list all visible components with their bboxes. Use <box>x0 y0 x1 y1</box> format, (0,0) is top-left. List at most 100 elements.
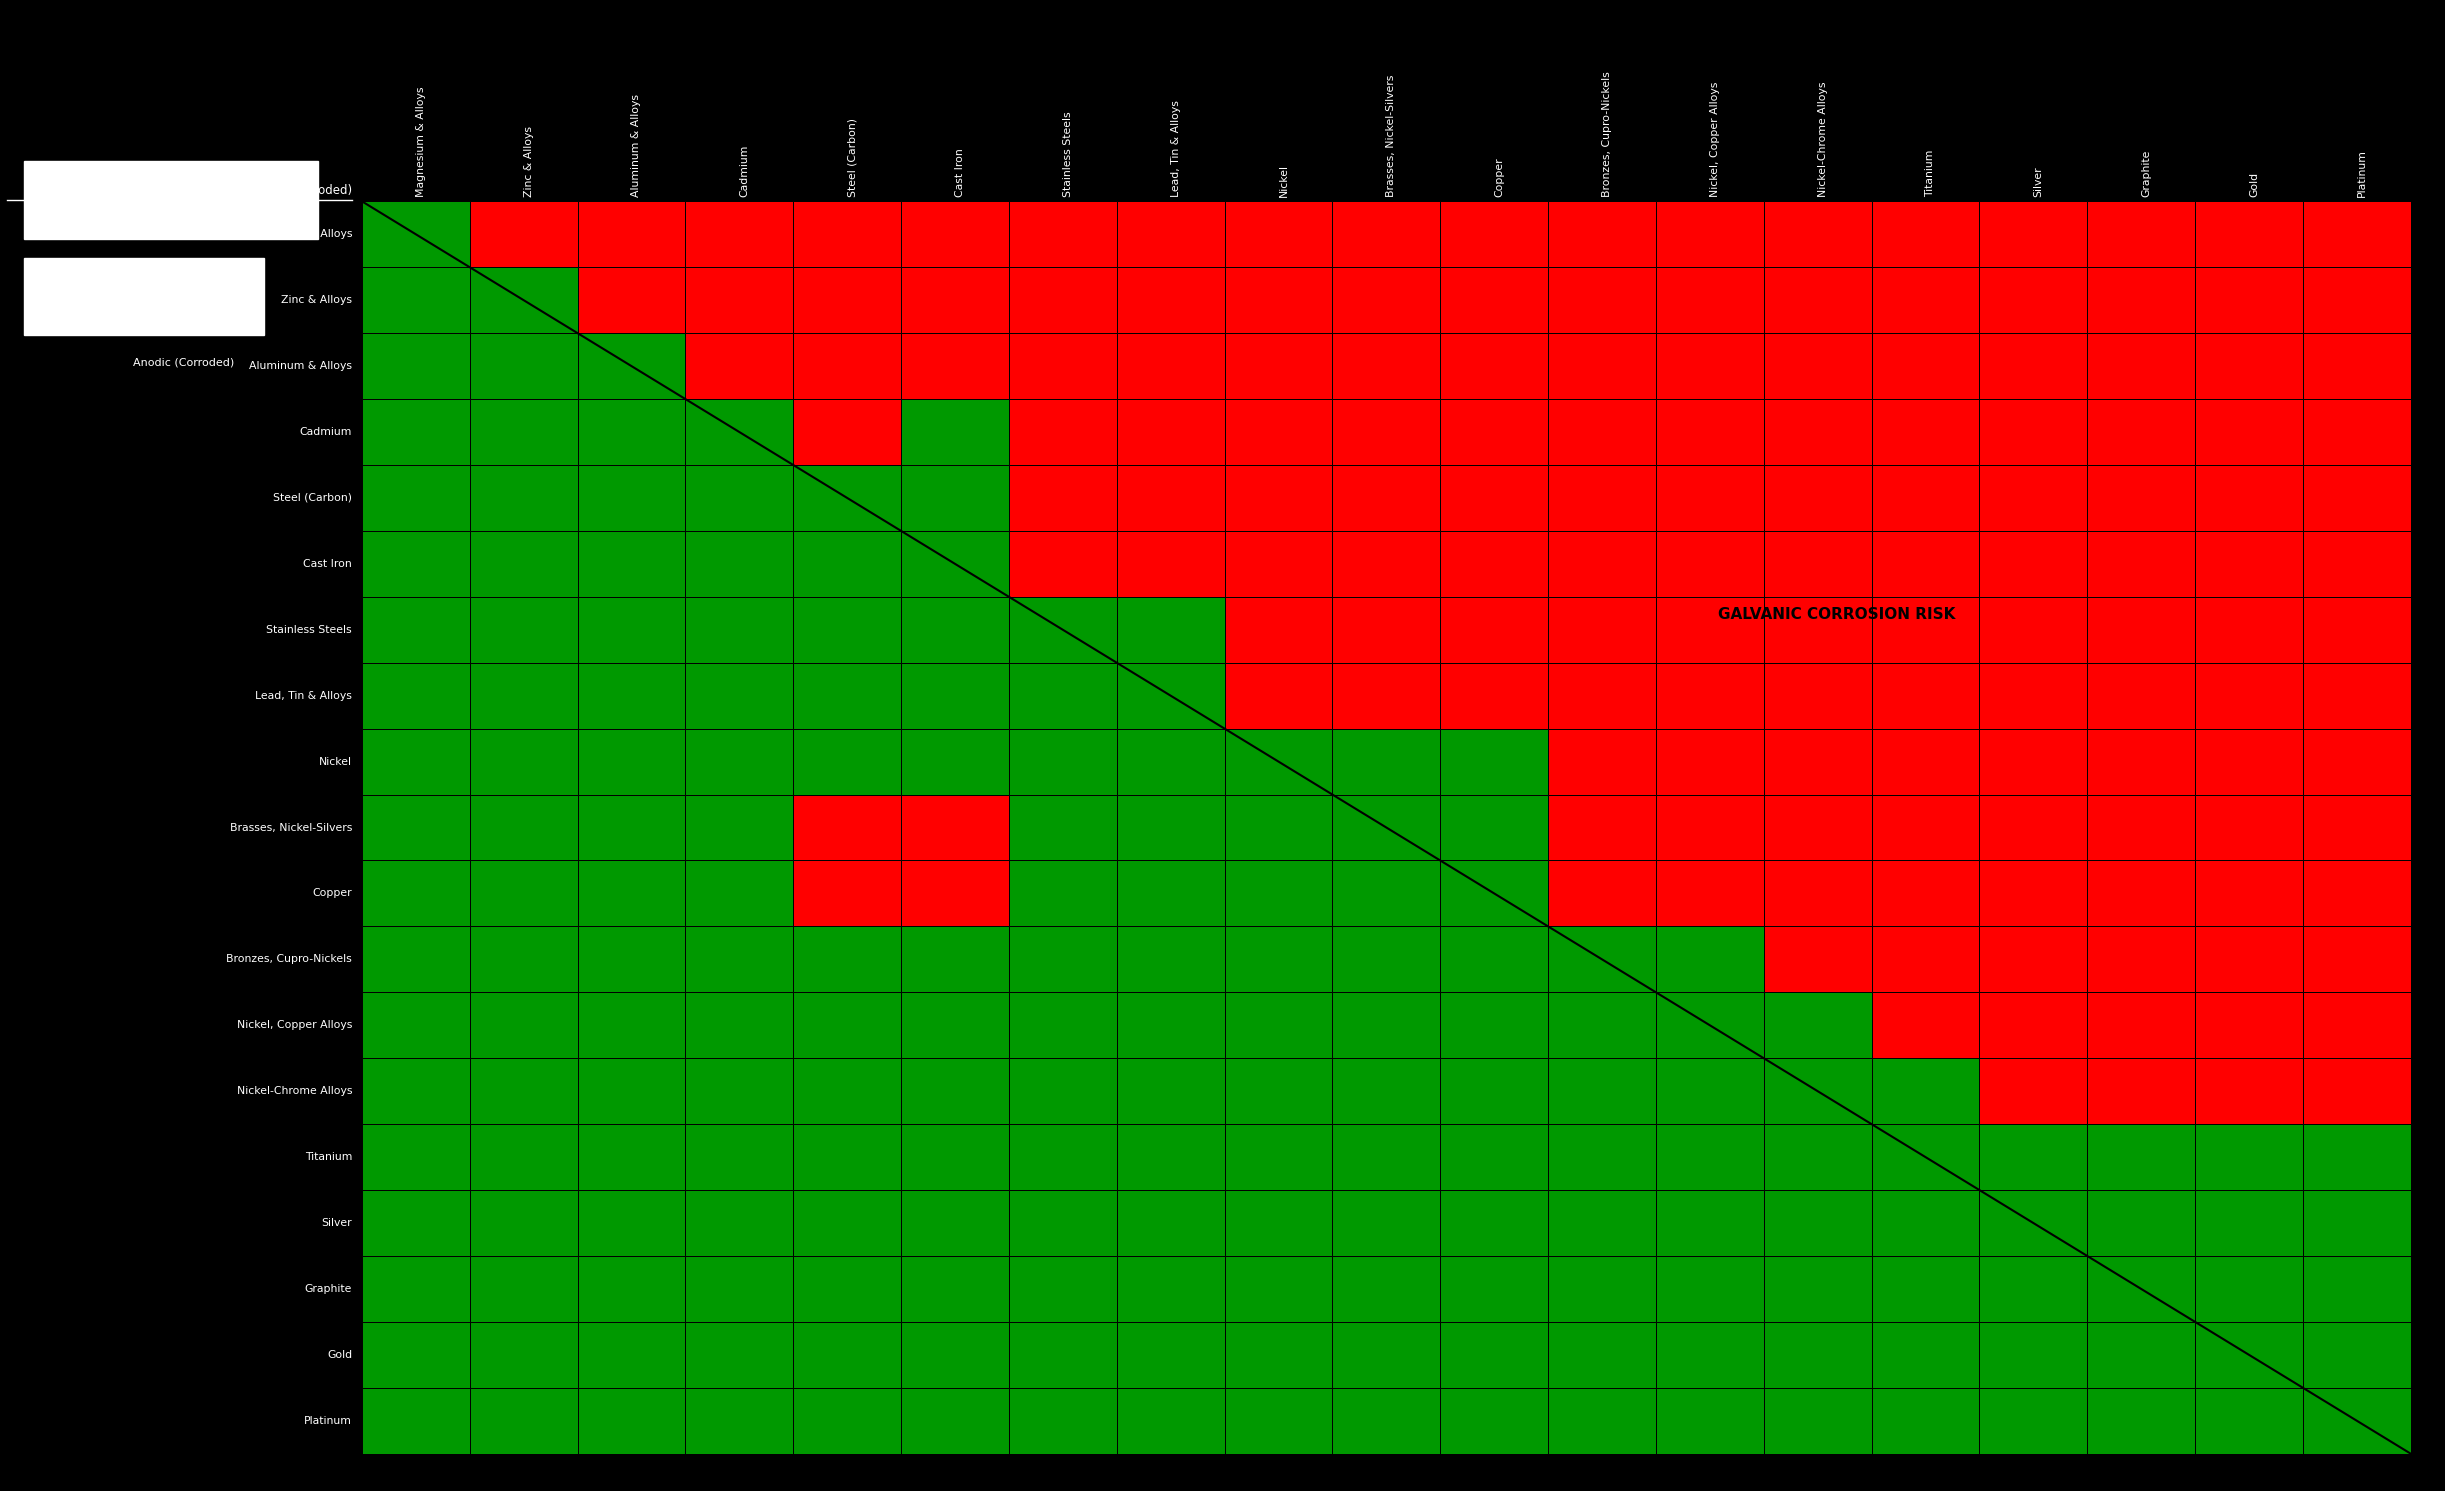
Bar <box>362 400 469 465</box>
Bar <box>1548 729 1655 795</box>
Bar <box>1980 201 2088 267</box>
Bar <box>362 267 469 332</box>
Bar <box>1548 465 1655 531</box>
Bar <box>902 729 1010 795</box>
Bar <box>902 400 1010 465</box>
Bar <box>1117 926 1225 993</box>
Bar <box>1333 860 1440 926</box>
Bar <box>1010 267 1117 332</box>
Bar <box>1655 267 1763 332</box>
Bar <box>1980 662 2088 729</box>
Text: Stainless Steels: Stainless Steels <box>267 625 352 635</box>
Bar <box>1655 1323 1763 1388</box>
Bar <box>902 465 1010 531</box>
Text: Nickel-Chrome Alloys: Nickel-Chrome Alloys <box>237 1085 352 1096</box>
Bar <box>1440 926 1548 993</box>
Bar <box>1763 1190 1870 1255</box>
Bar <box>1548 662 1655 729</box>
Text: Steel (Carbon): Steel (Carbon) <box>846 118 858 197</box>
Bar <box>1763 332 1870 400</box>
Bar <box>2088 1124 2196 1190</box>
Bar <box>1655 531 1763 596</box>
Bar <box>469 1190 577 1255</box>
Bar <box>1980 267 2088 332</box>
Bar <box>1117 795 1225 860</box>
Bar <box>2088 1059 2196 1124</box>
Bar <box>792 1059 902 1124</box>
Bar <box>469 465 577 531</box>
Bar <box>469 531 577 596</box>
Bar <box>362 1190 469 1255</box>
Bar <box>1117 531 1225 596</box>
Text: Graphite: Graphite <box>2142 149 2152 197</box>
Bar <box>577 795 685 860</box>
Bar <box>2303 1323 2411 1388</box>
Bar <box>1870 1124 1980 1190</box>
Bar <box>1763 201 1870 267</box>
Bar <box>792 1190 902 1255</box>
Bar <box>1225 795 1333 860</box>
Bar <box>362 531 469 596</box>
Bar <box>1117 1323 1225 1388</box>
Bar <box>1980 1190 2088 1255</box>
Bar <box>2088 465 2196 531</box>
Bar <box>1010 993 1117 1059</box>
Bar <box>2196 267 2303 332</box>
Bar <box>685 662 792 729</box>
Bar <box>1440 1255 1548 1323</box>
Bar <box>577 1255 685 1323</box>
Bar <box>2088 1190 2196 1255</box>
Bar <box>1440 1323 1548 1388</box>
Bar <box>577 662 685 729</box>
Bar <box>902 267 1010 332</box>
Bar <box>1548 1255 1655 1323</box>
Bar <box>902 1323 1010 1388</box>
Bar <box>2303 729 2411 795</box>
Bar <box>1980 1124 2088 1190</box>
Bar <box>1763 1255 1870 1323</box>
Bar <box>2196 1388 2303 1454</box>
Bar <box>2303 201 2411 267</box>
Bar <box>1333 596 1440 662</box>
Bar <box>902 1190 1010 1255</box>
Bar <box>1870 1059 1980 1124</box>
Bar <box>1763 596 1870 662</box>
Bar <box>1333 1323 1440 1388</box>
Bar <box>469 400 577 465</box>
Text: Lead, Tin & Alloys: Lead, Tin & Alloys <box>254 690 352 701</box>
Bar <box>577 332 685 400</box>
Bar <box>2088 662 2196 729</box>
Text: Nickel, Copper Alloys: Nickel, Copper Alloys <box>237 1020 352 1030</box>
Bar <box>685 465 792 531</box>
Bar <box>577 1190 685 1255</box>
Bar <box>1980 1323 2088 1388</box>
Bar <box>2303 400 2411 465</box>
Bar <box>1440 795 1548 860</box>
Bar <box>1010 1124 1117 1190</box>
Bar <box>1980 1388 2088 1454</box>
Bar <box>792 1124 902 1190</box>
Bar <box>362 795 469 860</box>
Bar <box>1333 1190 1440 1255</box>
Bar <box>1655 926 1763 993</box>
Bar <box>2088 1323 2196 1388</box>
Bar <box>1548 531 1655 596</box>
Bar <box>1655 795 1763 860</box>
Bar <box>1980 1059 2088 1124</box>
Bar <box>1980 926 2088 993</box>
Bar <box>1010 1059 1117 1124</box>
Bar <box>1655 465 1763 531</box>
Bar <box>1763 1059 1870 1124</box>
Bar <box>1010 1190 1117 1255</box>
Bar <box>902 860 1010 926</box>
Bar <box>1010 662 1117 729</box>
Bar <box>1980 400 2088 465</box>
Bar <box>577 400 685 465</box>
Bar <box>2303 332 2411 400</box>
Bar <box>685 201 792 267</box>
Bar <box>469 332 577 400</box>
Bar <box>1440 1388 1548 1454</box>
Bar <box>685 1323 792 1388</box>
Bar <box>1870 201 1980 267</box>
Bar <box>902 926 1010 993</box>
